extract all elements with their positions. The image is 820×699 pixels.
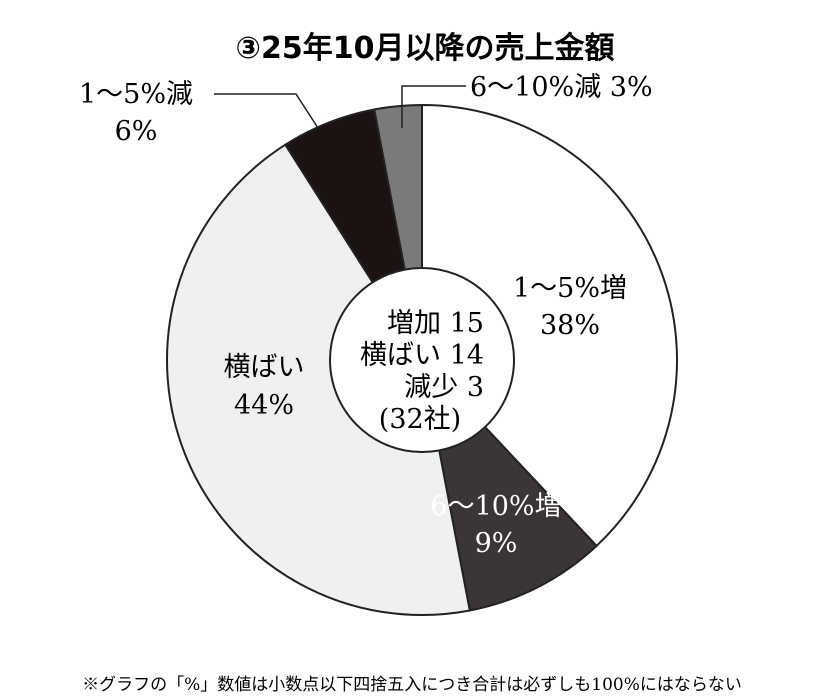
label-flat: 横ばい (224, 352, 305, 383)
callout-1-5-decrease-label: 1〜5%減 (79, 79, 193, 110)
center-line-3: 減少 3 (404, 372, 484, 403)
callout-6-10-decrease: 6〜10%減 3% (470, 72, 653, 103)
value-flat: 44% (234, 390, 294, 421)
center-line-4: (32社) (379, 404, 461, 435)
value-6-10-increase: 9% (475, 528, 518, 559)
label-1-5-increase: 1〜5%増 (513, 273, 627, 304)
center-line-2: 横ばい 14 (360, 340, 484, 371)
slice-1-5-increase (421, 103, 678, 548)
chart-title: ③25年10月以降の売上金額 (236, 31, 615, 66)
slice-flat (166, 143, 471, 616)
callout-1-5-decrease-value: 6% (115, 116, 158, 147)
leader-line-6-10-decrease (401, 85, 466, 128)
center-hole (329, 267, 515, 453)
label-6-10-increase: 6〜10%増 (430, 491, 561, 522)
center-line-1: 増加 15 (387, 308, 484, 339)
value-1-5-increase: 38% (540, 310, 600, 341)
leader-line-1-5-decrease (214, 93, 319, 129)
footnote: ※グラフの「%」数値は小数点以下四捨五入につき合計は必ずしも100%にはならない (82, 675, 742, 695)
